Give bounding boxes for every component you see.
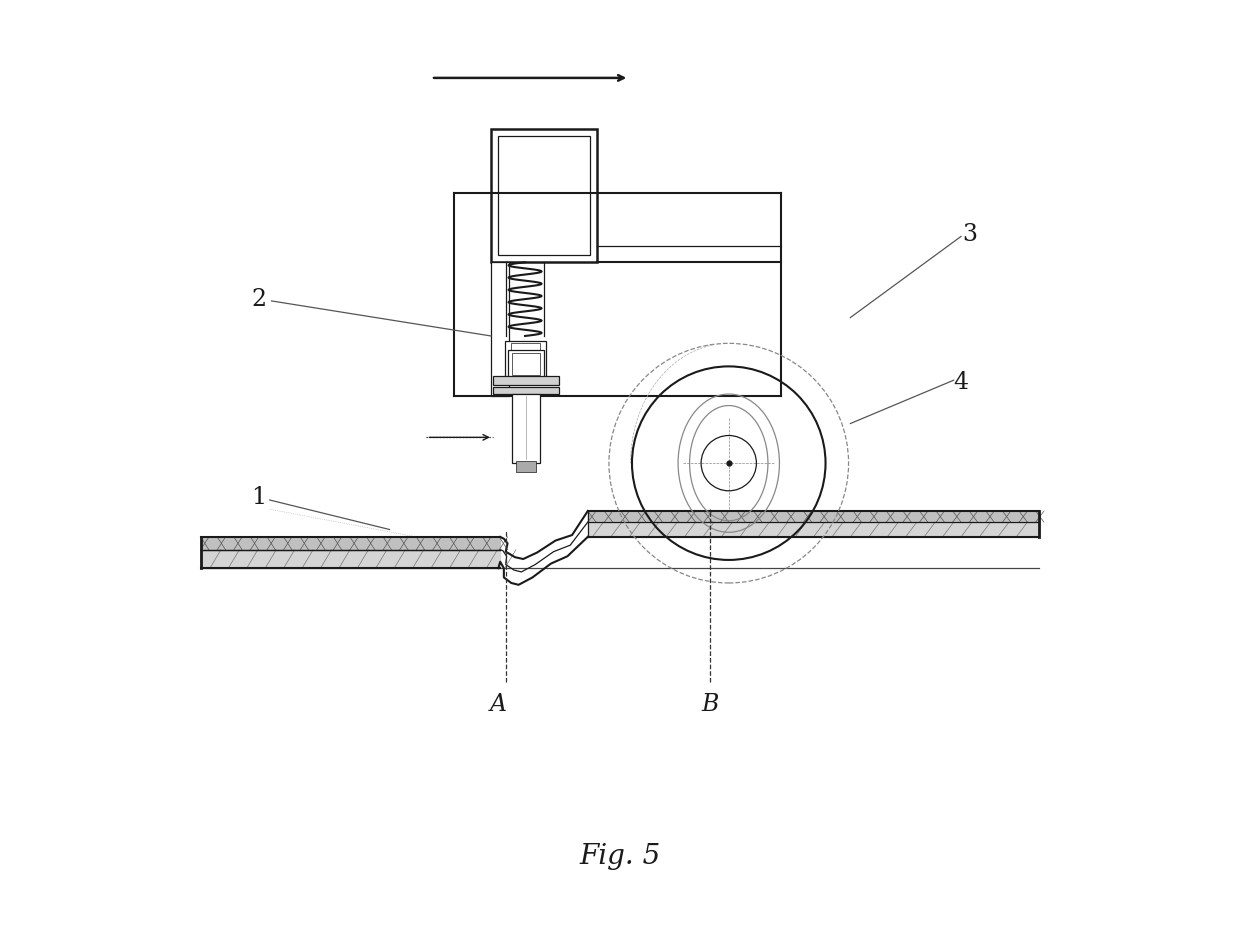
Text: 3: 3	[962, 223, 977, 246]
Bar	[492, 387, 559, 394]
Bar	[505, 340, 547, 378]
Bar	[492, 376, 559, 385]
Bar	[507, 350, 544, 378]
Bar	[498, 136, 589, 255]
Text: 2: 2	[252, 287, 267, 311]
Bar	[491, 262, 510, 396]
Bar	[512, 394, 539, 463]
Text: 1: 1	[252, 485, 267, 509]
Text: A: A	[490, 693, 507, 716]
Text: 4: 4	[954, 370, 968, 393]
Bar	[512, 352, 539, 375]
Text: B: B	[702, 693, 719, 716]
Text: Fig. 5: Fig. 5	[579, 844, 661, 870]
Bar	[511, 343, 539, 375]
Bar	[491, 128, 596, 262]
Bar	[516, 461, 536, 472]
